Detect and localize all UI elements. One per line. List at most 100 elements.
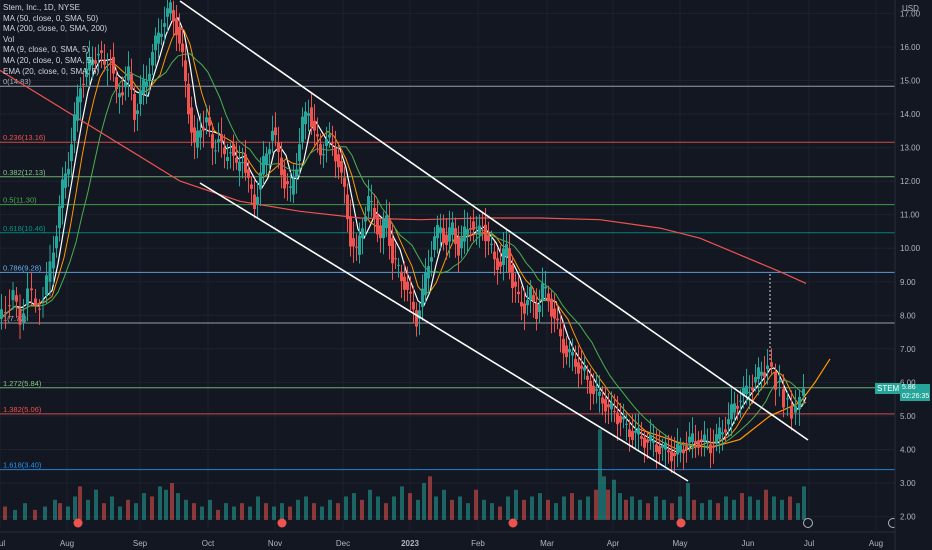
candle-body — [691, 433, 694, 442]
candle-body — [535, 303, 538, 319]
volume-bar — [312, 503, 316, 520]
volume-bar — [530, 496, 534, 520]
volume-bar — [53, 499, 57, 520]
volume-bar — [280, 503, 284, 520]
candle-body — [361, 228, 364, 239]
candle-body — [487, 234, 490, 242]
volume-bar — [748, 496, 752, 520]
candle-body — [421, 288, 424, 307]
candle-body — [403, 276, 406, 290]
candle-body — [538, 305, 541, 312]
candle-body — [622, 416, 625, 420]
candle-body — [742, 387, 745, 396]
channel-upper-line[interactable] — [179, 0, 809, 441]
candle-body — [8, 305, 11, 307]
candle-body — [232, 144, 235, 156]
price-axis[interactable]: 17.00 16.00 15.00 14.00 13.00 12.00 11.00 10.00… — [894, 0, 932, 550]
volume-bar — [176, 493, 180, 520]
volume-bar — [216, 509, 220, 520]
candle-body — [103, 60, 106, 65]
candle-body — [115, 77, 118, 90]
candle-body — [154, 35, 157, 51]
candle-body — [712, 446, 715, 448]
candle-body — [523, 303, 526, 314]
x-tick-label: Aug — [869, 539, 883, 548]
trend-channel[interactable] — [179, 0, 809, 482]
volume-bar — [586, 496, 590, 520]
fib-label: 0.382(12.13) — [3, 168, 46, 177]
candle-body — [85, 68, 88, 78]
candle-body — [301, 116, 304, 143]
legend-ma9[interactable]: MA (9, close, 0, SMA, 5) — [3, 45, 90, 55]
earnings-icon[interactable] — [803, 518, 813, 528]
candle-body — [583, 367, 586, 371]
candle-body — [160, 33, 163, 37]
candle-body — [340, 161, 343, 173]
candle-body — [352, 238, 355, 247]
volume-bar — [646, 503, 650, 520]
candle-body — [322, 154, 325, 156]
candle-body — [250, 184, 253, 189]
candle-body — [556, 318, 559, 321]
candle-body — [175, 18, 178, 36]
legend-symbol[interactable]: Stem, Inc., 1D, NYSE — [3, 3, 80, 12]
y-tick-label: 10.00 — [900, 244, 921, 253]
legend-vol[interactable]: Vol — [3, 34, 15, 44]
candle-body — [757, 367, 760, 380]
volume-bar — [686, 483, 690, 520]
volume-bar — [94, 489, 98, 520]
candle-body — [349, 216, 352, 247]
legend-ema20[interactable]: EMA (20, close, 0, SMA, 5) — [3, 66, 100, 76]
candle-body — [94, 60, 97, 64]
candle-body — [679, 445, 682, 453]
volume-bar — [360, 499, 364, 520]
candle-body — [157, 32, 160, 44]
volume-bar — [384, 503, 388, 520]
x-tick-label: Jun — [742, 539, 755, 548]
volume-bar — [336, 503, 340, 520]
y-tick-label: 3.00 — [900, 479, 916, 488]
volume-bars — [3, 429, 806, 520]
earnings-icon[interactable] — [676, 518, 686, 528]
earnings-icon[interactable] — [277, 518, 287, 528]
ema20-line — [0, 27, 807, 451]
candle-body — [763, 372, 766, 377]
volume-bar — [612, 479, 616, 520]
candle-body — [45, 275, 48, 296]
candle-body — [475, 227, 478, 229]
candle-body — [148, 73, 151, 81]
x-tick-label: Jul — [0, 539, 5, 548]
earnings-icon[interactable] — [73, 518, 83, 528]
candle-body — [715, 434, 718, 443]
volume-bar — [654, 496, 658, 520]
candle-body — [451, 222, 454, 235]
legend-ma20[interactable]: MA (20, close, 0, SMA, 5) — [3, 55, 94, 65]
volume-bar — [392, 496, 396, 520]
volume-bar — [118, 506, 122, 520]
volume-bar — [150, 496, 154, 520]
candle-body — [214, 150, 217, 152]
legend-ma50[interactable]: MA (50, close, 0, SMA, 50) — [3, 13, 99, 23]
candle-body — [121, 92, 124, 96]
legend-ma200[interactable]: MA (200, close, 0, SMA, 200) — [3, 24, 108, 34]
volume-bar — [788, 496, 792, 520]
volume-bar — [416, 499, 420, 520]
candle-body — [415, 310, 418, 327]
volume-bar — [422, 483, 426, 520]
candle-body — [655, 444, 658, 453]
grid — [0, 0, 895, 530]
candle-body — [343, 177, 346, 187]
volume-bar — [678, 496, 682, 520]
time-axis[interactable]: Jul Aug Sep Oct Nov Dec 2023 Feb Mar Apr May Jun Jul… — [0, 531, 895, 548]
volume-bar — [538, 493, 542, 520]
candle-body — [187, 83, 190, 115]
volume-bar — [514, 489, 518, 520]
candle-body — [11, 290, 15, 301]
candle-body — [490, 243, 493, 245]
candle-body — [394, 258, 397, 260]
y-tick-label: 16.00 — [900, 43, 921, 52]
earnings-icon[interactable] — [508, 518, 518, 528]
channel-lower-line[interactable] — [199, 182, 689, 482]
volume-bar — [624, 499, 628, 520]
